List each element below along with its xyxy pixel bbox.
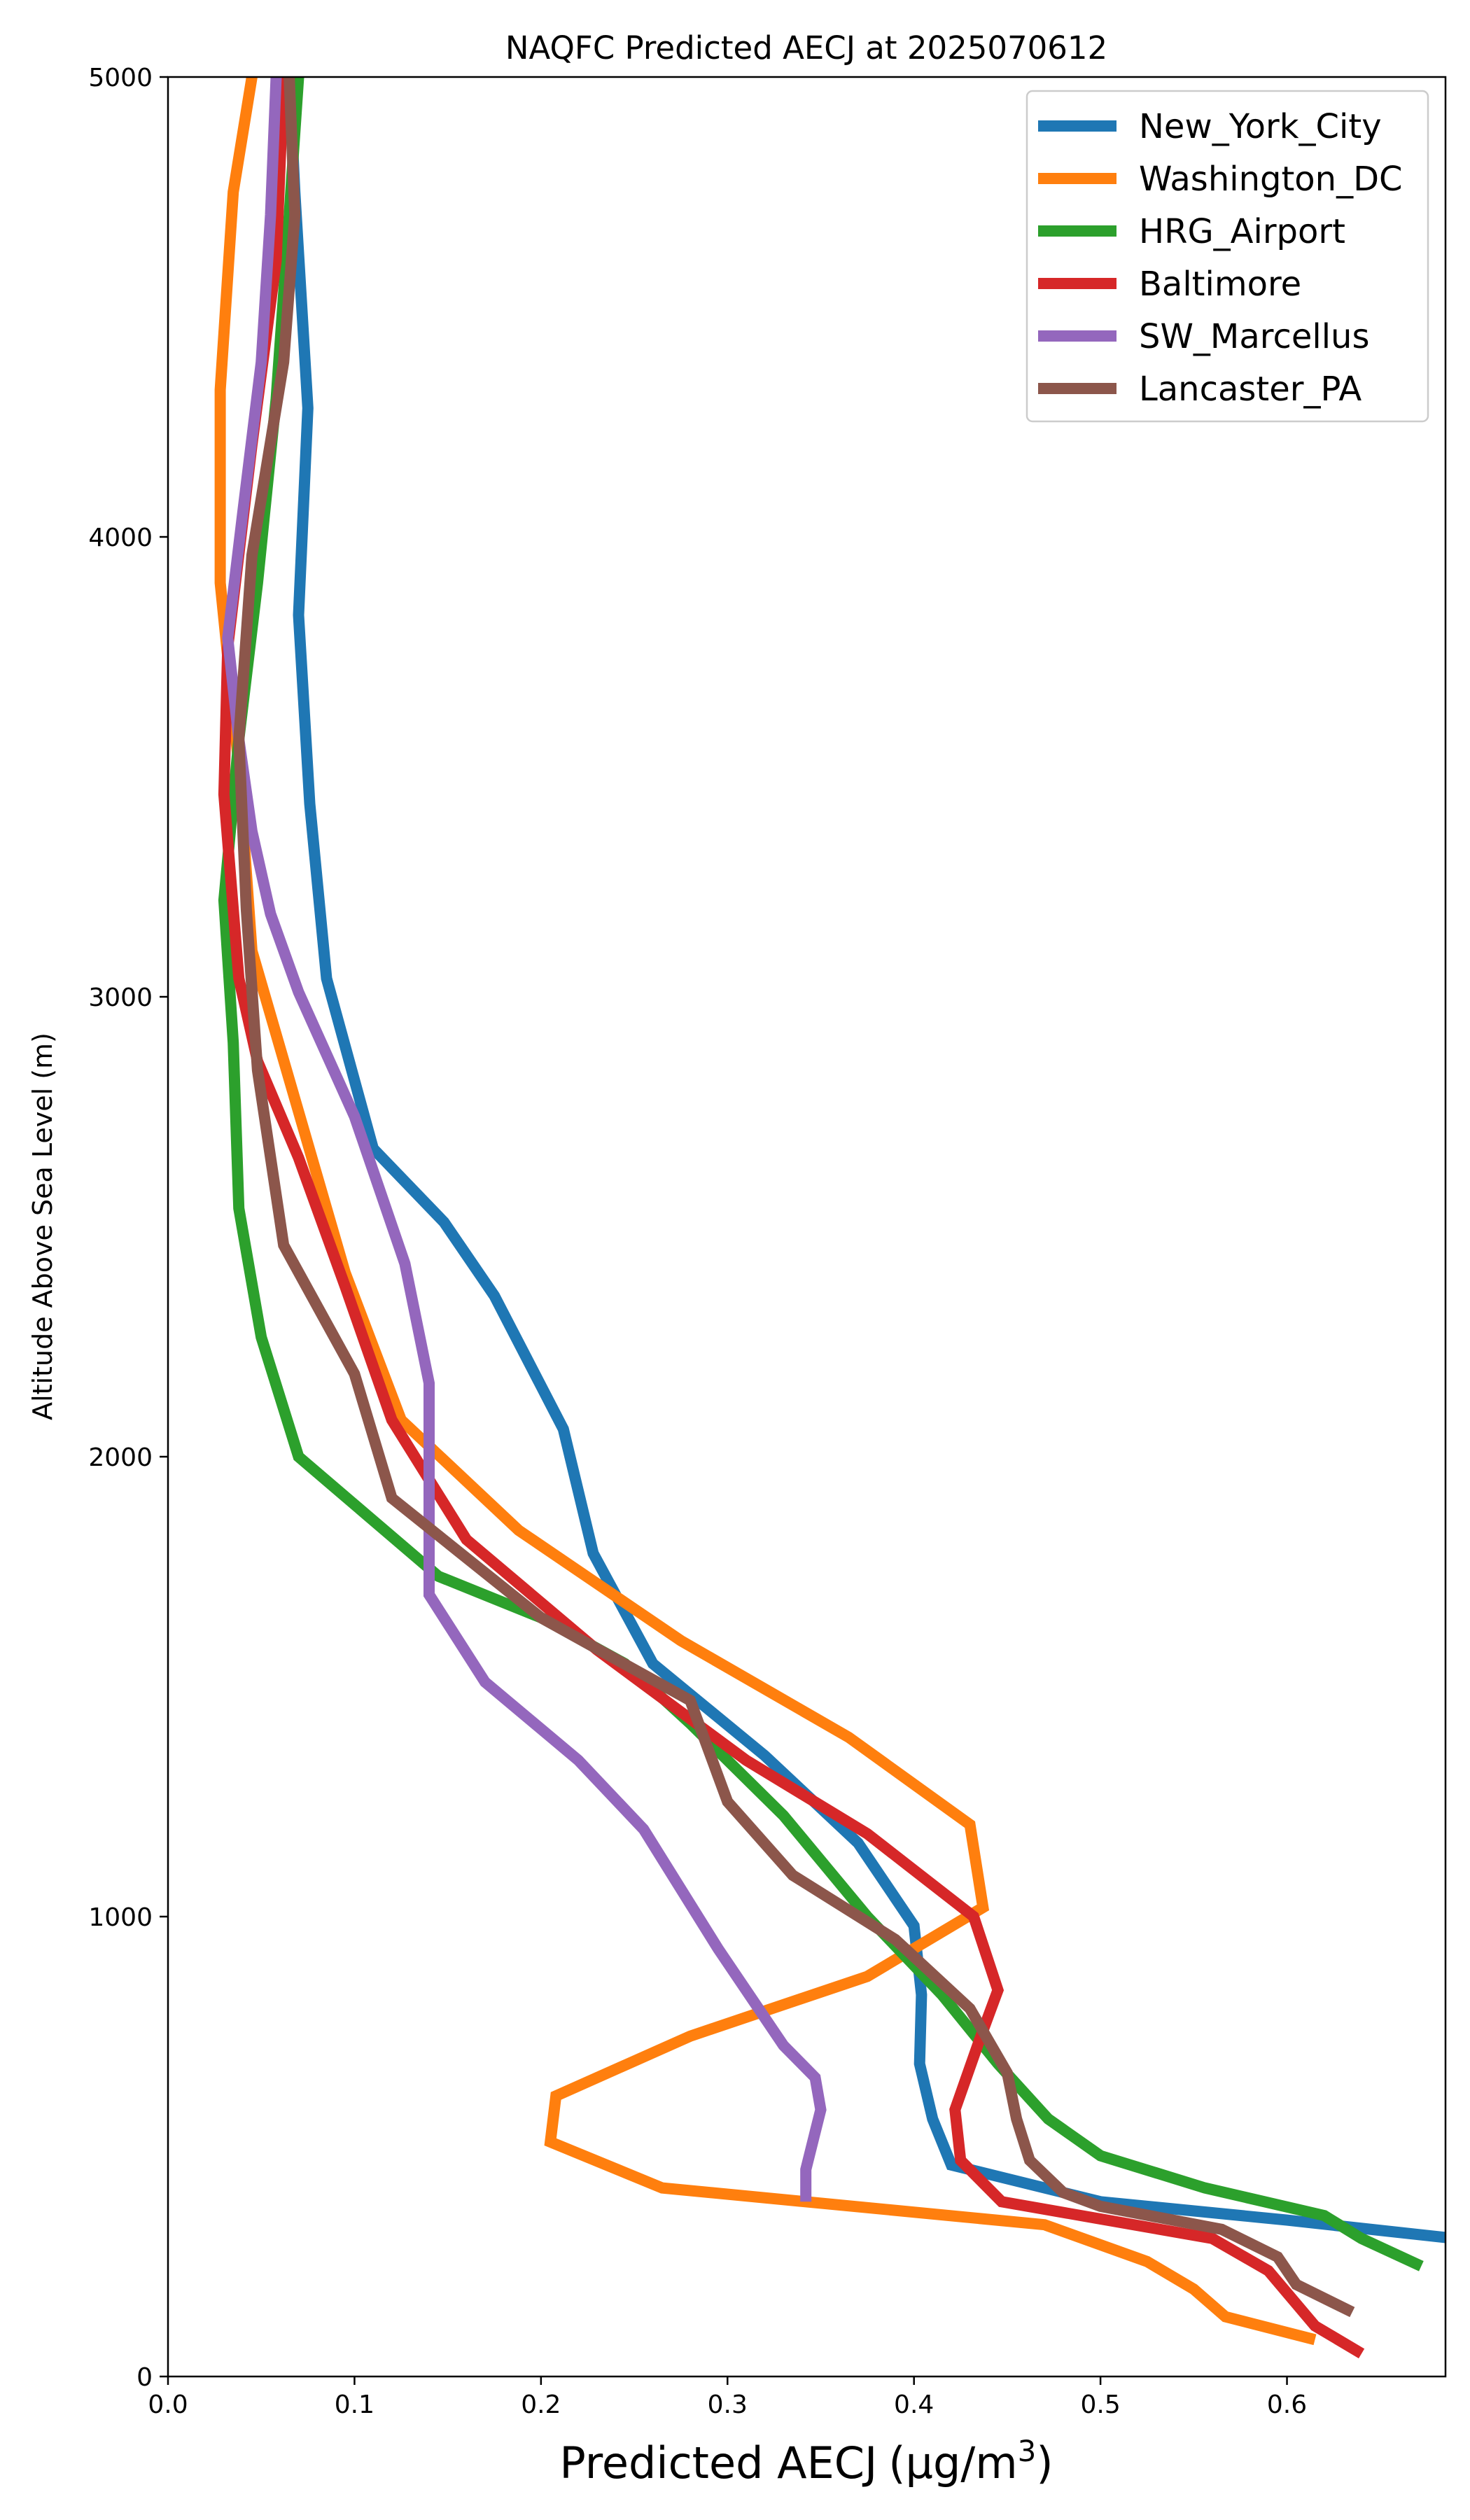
y-axis: 0 1000 2000 3000 4000 5000 [88,64,168,2392]
series-line-baltimore [218,77,1365,2359]
x-axis-label-unit: (μg/m [888,2437,1017,2488]
legend-label-hrg-airport: HRG_Airport [1139,212,1345,251]
series-lines [214,77,1446,2359]
y-tick-label: 0 [136,2363,153,2392]
y-tick-label: 1000 [88,1903,153,1932]
series-line-lancaster-pa [233,77,1355,2318]
legend-label-new-york-city: New_York_City [1139,107,1382,146]
x-tick-label: 0.4 [894,2390,934,2419]
y-tick-label: 2000 [88,1443,153,1472]
series-line-new-york-city [284,77,1446,2244]
y-tick-label: 4000 [88,524,153,552]
x-axis-label-close: ) [1036,2437,1053,2488]
x-tick-label: 0.0 [148,2390,188,2419]
y-tick-label: 3000 [88,983,153,1012]
legend-entries: New_York_City Washington_DC HRG_Airport Bal… [1038,107,1403,409]
y-tick-label: 5000 [88,64,153,92]
legend-label-sw-marcellus: SW_Marcellus [1139,317,1369,356]
x-tick-label: 0.3 [708,2390,748,2419]
x-tick-label: 0.5 [1080,2390,1120,2419]
x-axis-label: Predicted AECJ (μg/m3) [559,2434,1053,2488]
legend-box [1026,90,1429,423]
x-axis: 0.0 0.1 0.2 0.3 0.4 0.5 0.6 [148,2376,1307,2419]
x-tick-label: 0.1 [335,2390,374,2419]
chart-title: NAQFC Predicted AECJ at 2025070612 [505,29,1107,66]
plot-frame [167,76,1447,2378]
x-tick-label: 0.6 [1267,2390,1307,2419]
x-tick-label: 0.2 [521,2390,561,2419]
x-axis-label-exponent: 3 [1018,2434,1037,2468]
series-line-sw-marcellus [222,77,827,2202]
y-axis-label: Altitude Above Sea Level (m) [27,1032,58,1420]
legend-label-lancaster-pa: Lancaster_PA [1139,370,1362,409]
legend: New_York_City Washington_DC HRG_Airport Bal… [1026,90,1429,423]
x-axis-label-main: Predicted AECJ [559,2437,877,2488]
legend-label-baltimore: Baltimore [1139,265,1301,304]
legend-label-washington-dc: Washington_DC [1139,160,1403,199]
